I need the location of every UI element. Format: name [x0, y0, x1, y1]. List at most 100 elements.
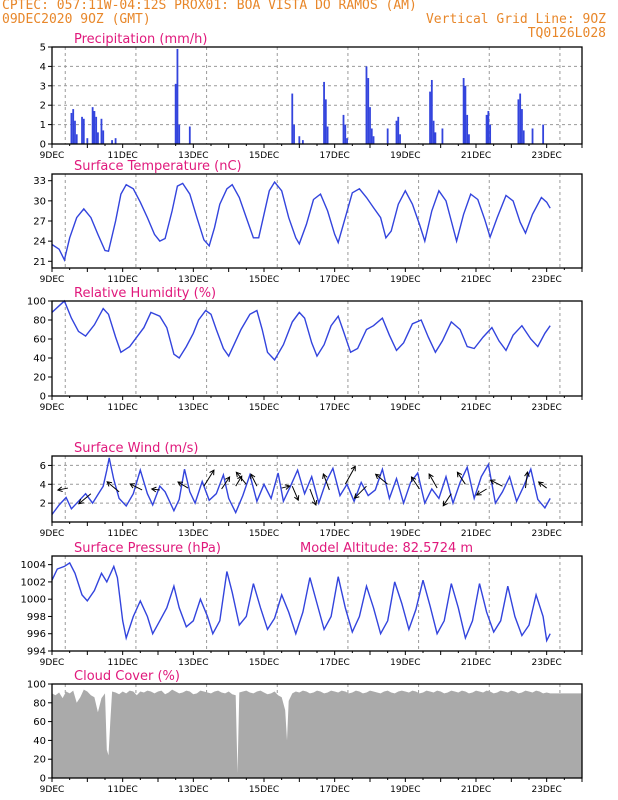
y-tick-label: 4	[40, 480, 46, 491]
precip-bar	[86, 138, 89, 144]
x-tick-label: 17DEC	[319, 785, 349, 795]
y-tick-label: 60	[33, 335, 46, 346]
precip-bar	[429, 91, 431, 144]
x-tick-label: 11DEC	[107, 151, 137, 161]
wind-arrow	[375, 473, 388, 485]
precip-bar	[542, 124, 545, 144]
precip-bar	[521, 109, 523, 144]
wind-line	[51, 457, 551, 515]
wind-arrow-head	[224, 476, 231, 483]
temp-title: Surface Temperature (nC)	[74, 159, 242, 174]
y-tick-label: 996	[27, 629, 46, 640]
precip-title: Precipitation (mm/h)	[74, 32, 207, 47]
y-tick-label: 20	[33, 373, 46, 384]
precip-bar	[74, 120, 76, 144]
x-tick-label: 11DEC	[107, 275, 137, 285]
y-tick-label: 0	[40, 774, 46, 785]
cloud-area	[52, 689, 582, 778]
precip-bar	[369, 107, 371, 144]
y-tick-label: 998	[27, 612, 46, 623]
wind-arrow	[354, 485, 367, 499]
pres-line	[51, 561, 551, 643]
precip-bar	[344, 124, 347, 144]
precip-bar	[326, 126, 329, 144]
precip-bar	[370, 128, 373, 144]
y-tick-label: 2	[40, 499, 46, 510]
x-tick-label: 15DEC	[249, 275, 279, 285]
precip-bar	[72, 109, 75, 144]
pres-title: Surface Pressure (hPa)	[74, 541, 221, 556]
x-tick-label: 21DEC	[461, 275, 491, 285]
x-tick-label: 17DEC	[319, 151, 349, 161]
x-tick-label: 13DEC	[178, 529, 208, 539]
rh-panel: 0 20 40 60 80 100 9DEC 11DEC 13DEC 15DEC 17DEC 19DE…	[27, 286, 583, 413]
wind-arrow	[281, 485, 290, 489]
wind-arrow-head	[237, 475, 243, 482]
wind-arrow	[221, 476, 231, 490]
wind-arrow	[151, 488, 160, 491]
x-tick-label: 19DEC	[390, 275, 420, 285]
wind-title: Surface Wind (m/s)	[74, 441, 198, 456]
precip-bar	[114, 138, 117, 144]
x-tick-label: 17DEC	[319, 658, 349, 668]
x-tick-label: 15DEC	[249, 529, 279, 539]
y-tick-label: 2	[40, 101, 46, 112]
wind-arrow	[524, 471, 528, 489]
x-tick-label: 21DEC	[461, 151, 491, 161]
y-tick-label: 994	[27, 647, 46, 658]
precip-bar	[487, 111, 490, 144]
wind-arrow	[428, 473, 438, 489]
precip-bar	[298, 136, 301, 144]
wind-arrow-head	[322, 472, 328, 479]
y-tick-label: 0	[40, 140, 46, 151]
precip-bar	[365, 66, 368, 144]
plot-frame	[51, 300, 583, 397]
precip-bar	[462, 78, 465, 144]
precip-bar	[174, 83, 177, 144]
y-tick-label: 1000	[21, 595, 46, 606]
rh-title: Relative Humidity (%)	[74, 286, 216, 301]
wind-arrow-head	[410, 476, 417, 483]
x-tick-label: 23DEC	[531, 785, 561, 795]
wind-arrow	[456, 472, 466, 485]
precip-bar	[395, 120, 398, 144]
y-tick-label: 40	[33, 736, 46, 747]
precip-bar	[441, 128, 444, 144]
y-tick-label: 100	[27, 297, 46, 308]
precip-bar	[81, 116, 83, 144]
wind-arrow	[177, 481, 189, 489]
y-tick-label: 0	[40, 392, 46, 403]
x-tick-label: 15DEC	[249, 151, 279, 161]
wind-arrow-head	[428, 473, 434, 480]
x-tick-label: 23DEC	[531, 275, 561, 285]
y-tick-label: 1002	[21, 577, 46, 588]
y-tick-label: 24	[33, 237, 46, 248]
x-tick-label: 9DEC	[40, 403, 65, 413]
wind-arrow	[129, 483, 143, 491]
wind-arrow-head	[475, 490, 482, 496]
wind-arrow-head	[106, 481, 113, 487]
precip-bar	[324, 99, 327, 144]
wind-arrow-head	[56, 486, 63, 493]
wind-arrow-head	[456, 471, 463, 478]
precip-bar	[111, 140, 113, 144]
y-tick-label: 5	[40, 43, 46, 54]
wind-arrow-head	[524, 471, 530, 477]
precip-bar	[323, 81, 325, 144]
wind-arrow	[476, 488, 487, 496]
x-tick-label: 17DEC	[319, 275, 349, 285]
x-tick-label: 21DEC	[461, 403, 491, 413]
x-tick-label: 9DEC	[40, 151, 65, 161]
precip-bar	[91, 107, 94, 144]
precip-bar	[367, 78, 370, 144]
precip-bar	[301, 140, 304, 144]
wind-arrow-head	[311, 499, 318, 506]
precip-bar	[531, 128, 534, 144]
precip-bar	[485, 114, 488, 144]
wind-arrow	[442, 493, 452, 506]
precip-panel: 0 1 2 3 4 5 9DEC 11DEC 13DEC 15DEC 17DEC 19DEC 21DEC…	[40, 32, 583, 161]
wind-arrow-head	[442, 500, 448, 507]
x-tick-label: 15DEC	[249, 785, 279, 795]
x-tick-label: 13DEC	[178, 658, 208, 668]
